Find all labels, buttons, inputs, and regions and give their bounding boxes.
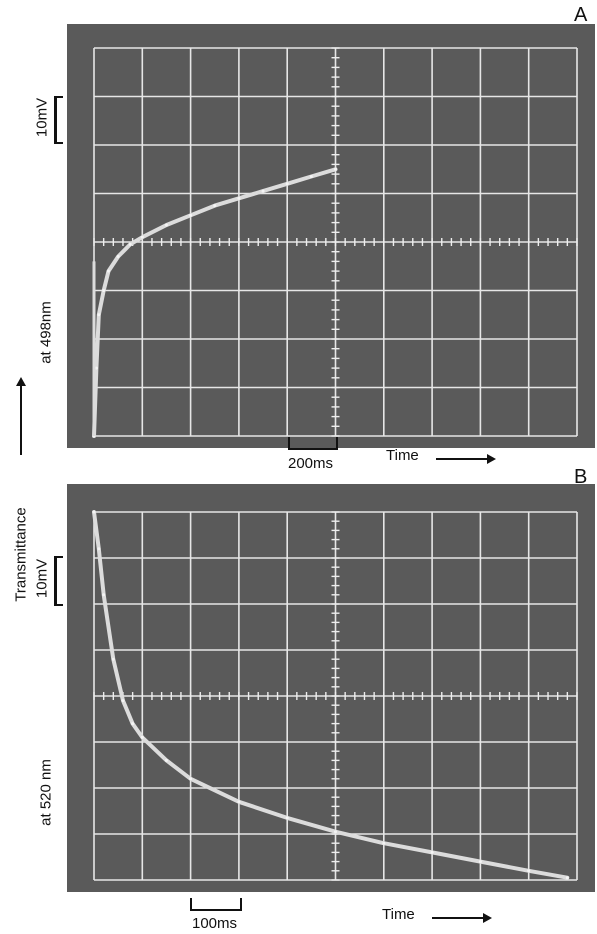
time-scale-label-a: 200ms: [288, 455, 334, 472]
trace-point: [128, 242, 132, 246]
scale-bar-b-voltage: [54, 556, 63, 606]
time-label-b: Time: [382, 906, 415, 923]
trace-point: [164, 758, 168, 762]
oscilloscope-panel-b: [67, 484, 595, 892]
trace-point: [92, 510, 96, 514]
panel-letter-a: A: [574, 4, 588, 26]
trace-point: [382, 841, 386, 845]
trace-point: [189, 213, 193, 217]
time-scale-bar-a: [288, 437, 338, 450]
trace-point: [131, 722, 135, 726]
trace-point: [140, 235, 144, 239]
trace-point: [237, 196, 241, 200]
y-axis-arrow: [16, 377, 26, 455]
trace-point: [565, 876, 569, 880]
trace-point: [261, 189, 265, 193]
trace-line: [92, 167, 338, 438]
trace-point: [285, 182, 289, 186]
trace-point: [478, 860, 482, 864]
wavelength-label-b: at 520 nm: [37, 759, 55, 826]
trace-point: [189, 777, 193, 781]
trace-point: [97, 313, 101, 317]
time-scale-label-b: 100ms: [192, 915, 238, 932]
wavelength-label-a: at 498nm: [37, 301, 55, 364]
trace-point: [164, 223, 168, 227]
y-axis-label: Transmittance: [12, 507, 30, 602]
time-arrow-a: [436, 454, 496, 464]
trace-point: [94, 366, 98, 370]
trace-point: [213, 204, 217, 208]
trace-point: [102, 593, 106, 597]
scale-label-a-voltage: 10mV: [33, 97, 51, 138]
time-label-a: Time: [386, 447, 419, 464]
trace-point: [116, 255, 120, 259]
trace-point: [309, 175, 313, 179]
trace-point: [334, 830, 337, 834]
trace-point: [111, 657, 115, 661]
time-arrow-b: [432, 913, 492, 923]
oscilloscope-panel-a: [67, 24, 595, 448]
trace-point: [97, 547, 101, 551]
scale-bar-a-voltage: [54, 96, 63, 144]
center-axis-ticks: [93, 47, 578, 437]
trace-point: [102, 289, 106, 292]
trace-point: [237, 800, 241, 804]
trace-point: [285, 816, 289, 820]
trace-point: [140, 735, 144, 739]
time-scale-bar-b: [190, 898, 242, 911]
trace-point: [121, 699, 125, 703]
screen-background: [67, 484, 595, 892]
scale-label-b-voltage: 10mV: [33, 558, 51, 599]
trace-point: [334, 167, 337, 171]
screen-background: [67, 24, 595, 448]
trace-point: [527, 869, 531, 873]
trace-point: [106, 269, 110, 273]
panel-letter-b: B: [574, 466, 588, 488]
trace-point: [430, 850, 434, 854]
center-axis-ticks: [93, 511, 578, 881]
